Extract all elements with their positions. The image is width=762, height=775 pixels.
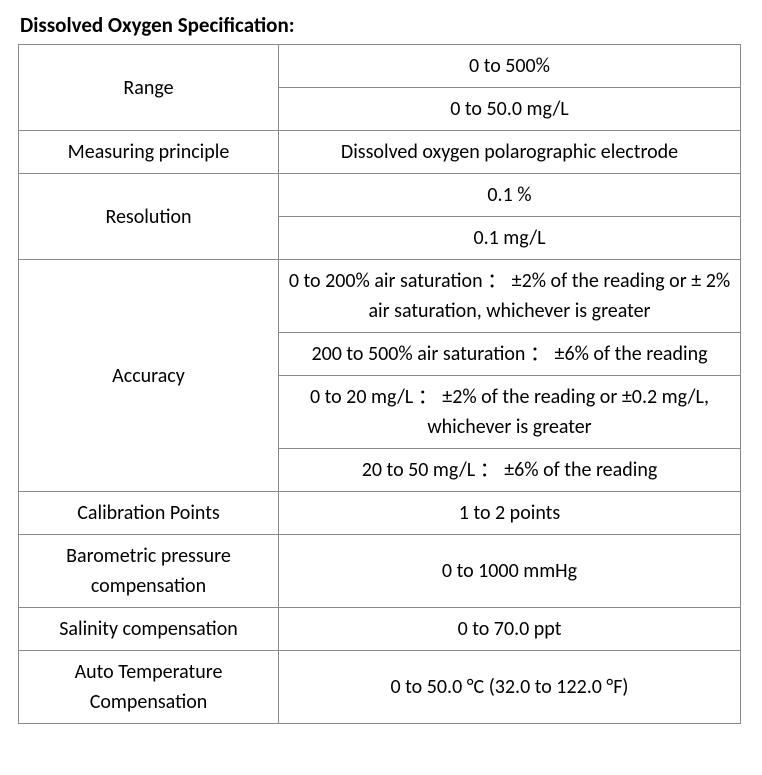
table-row: Salinity compensation 0 to 70.0 ppt [19, 608, 741, 651]
row-value: 0 to 200% air saturation ： ±2% of the re… [279, 260, 741, 333]
row-value: 0 to 1000 mmHg [279, 535, 741, 608]
row-value: 0 to 50.0 °C (32.0 to 122.0 °F) [279, 651, 741, 724]
row-label: Resolution [19, 174, 279, 260]
section-title: Dissolved Oxygen Specification: [20, 12, 744, 38]
row-value: 0.1 mg/L [279, 217, 741, 260]
row-value: Dissolved oxygen polarographic electrode [279, 131, 741, 174]
row-label: Calibration Points [19, 492, 279, 535]
table-row: Range 0 to 500% [19, 45, 741, 88]
table-row: Accuracy 0 to 200% air saturation ： ±2% … [19, 260, 741, 333]
table-row: Resolution 0.1 % [19, 174, 741, 217]
row-label: Measuring principle [19, 131, 279, 174]
table-row: Measuring principle Dissolved oxygen pol… [19, 131, 741, 174]
row-value: 0 to 20 mg/L ： ±2% of the reading or ±0.… [279, 376, 741, 449]
row-value: 0 to 70.0 ppt [279, 608, 741, 651]
row-value: 0 to 50.0 mg/L [279, 88, 741, 131]
row-label: Accuracy [19, 260, 279, 492]
row-label: Salinity compensation [19, 608, 279, 651]
table-row: Barometric pressure compensation 0 to 10… [19, 535, 741, 608]
specification-table: Range 0 to 500% 0 to 50.0 mg/L Measuring… [18, 44, 741, 724]
row-label: Range [19, 45, 279, 131]
row-label: Auto Temperature Compensation [19, 651, 279, 724]
row-value: 0 to 500% [279, 45, 741, 88]
table-row: Calibration Points 1 to 2 points [19, 492, 741, 535]
row-value: 200 to 500% air saturation ： ±6% of the … [279, 333, 741, 376]
row-label: Barometric pressure compensation [19, 535, 279, 608]
row-value: 1 to 2 points [279, 492, 741, 535]
table-row: Auto Temperature Compensation 0 to 50.0 … [19, 651, 741, 724]
row-value: 0.1 % [279, 174, 741, 217]
row-value: 20 to 50 mg/L ： ±6% of the reading [279, 449, 741, 492]
